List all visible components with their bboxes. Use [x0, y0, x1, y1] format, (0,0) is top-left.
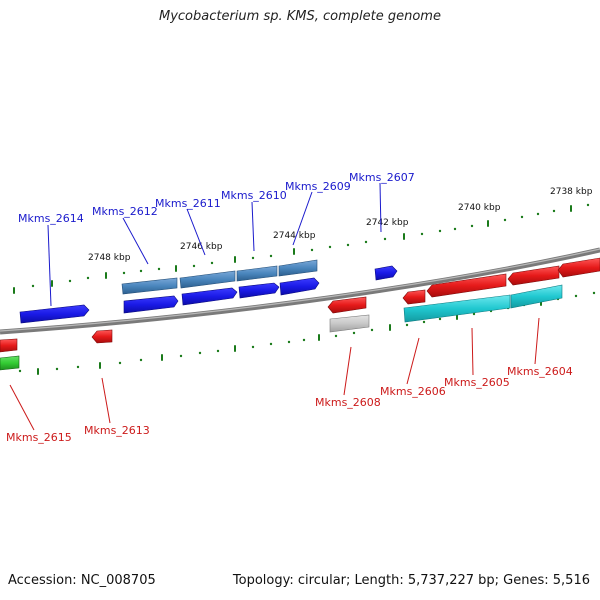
gene-mkms-2604[interactable]	[507, 265, 560, 286]
gene-mkms-2611[interactable]	[181, 287, 238, 306]
gene-mkms-2603[interactable]	[557, 257, 600, 278]
gene-mkms-2608[interactable]	[327, 296, 367, 314]
gene-mkms-2607[interactable]	[374, 265, 398, 281]
gene-mkms-2610-operon[interactable]	[236, 265, 278, 282]
forward-features	[19, 259, 398, 324]
gene-mkms-2608-operon[interactable]	[329, 314, 370, 333]
label-mkms-2614: Mkms_2614	[18, 212, 84, 225]
kbp-label-2740: 2740 kbp	[458, 203, 501, 213]
label-mkms-2610: Mkms_2610	[221, 189, 287, 202]
gene-mkms-2612[interactable]	[123, 295, 179, 314]
kbp-label-2738: 2738 kbp	[550, 187, 593, 197]
gene-mkms-2614[interactable]	[19, 304, 90, 324]
genome-backbone	[0, 247, 600, 335]
label-mkms-2615: Mkms_2615	[6, 431, 72, 444]
leader-lines-top	[47, 182, 382, 307]
label-mkms-2611: Mkms_2611	[155, 197, 221, 210]
map-title: Mycobacterium sp. KMS, complete genome	[159, 9, 441, 24]
kbp-label-2744: 2744 kbp	[273, 231, 316, 241]
reverse-features	[0, 257, 600, 371]
label-mkms-2608: Mkms_2608	[315, 396, 381, 409]
label-mkms-2613: Mkms_2613	[84, 424, 150, 437]
upper-ruler-dots	[31, 203, 590, 288]
gene-mkms-2615[interactable]	[0, 338, 18, 353]
label-mkms-2612: Mkms_2612	[92, 205, 158, 218]
gene-mkms-2604-operon[interactable]	[510, 284, 563, 309]
lower-ruler-ticks	[37, 299, 542, 375]
leader-lines-bottom	[9, 317, 540, 431]
label-mkms-2609: Mkms_2609	[285, 180, 351, 193]
kbp-label-2742: 2742 kbp	[366, 218, 409, 228]
gene-mkms-2605-operon[interactable]	[403, 294, 511, 323]
gene-mkms-2610[interactable]	[238, 282, 280, 299]
upper-ruler-ticks	[13, 205, 572, 294]
gene-mkms-2612-operon[interactable]	[121, 277, 178, 295]
kbp-label-2748: 2748 kbp	[88, 253, 131, 263]
gene-mkms-2606[interactable]	[402, 289, 426, 305]
accession-text: Accession: NC_008705	[8, 573, 156, 588]
label-mkms-2606: Mkms_2606	[380, 385, 446, 398]
label-mkms-2605: Mkms_2605	[444, 376, 510, 389]
gene-mkms-2609[interactable]	[279, 277, 320, 296]
gene-mkms-2613[interactable]	[91, 329, 113, 344]
label-mkms-2607: Mkms_2607	[349, 171, 415, 184]
gene-mkms-2609-operon[interactable]	[278, 259, 318, 277]
genome-stats-text: Topology: circular; Length: 5,737,227 bp…	[232, 573, 590, 588]
gene-mkms-2615-operon[interactable]	[0, 355, 20, 371]
gene-mkms-2605[interactable]	[426, 273, 507, 298]
gene-mkms-2611-operon[interactable]	[179, 270, 236, 289]
label-mkms-2604: Mkms_2604	[507, 365, 573, 378]
